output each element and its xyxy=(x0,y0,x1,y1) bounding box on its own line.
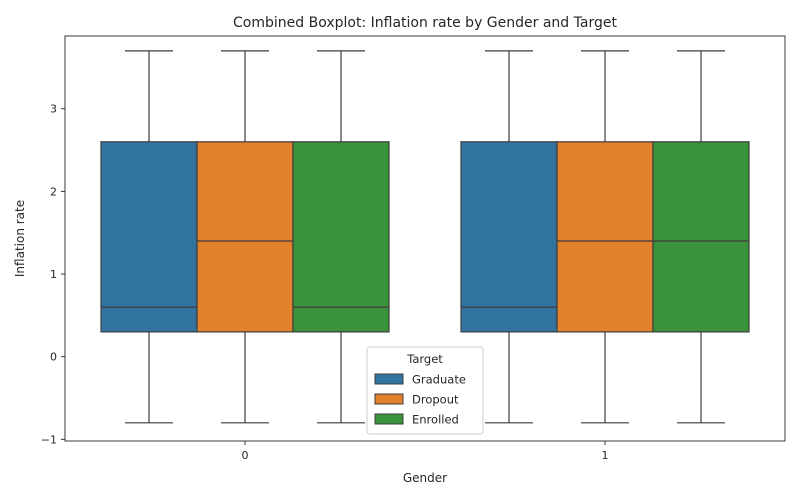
box-body xyxy=(652,141,750,333)
y-tick-label: −1 xyxy=(41,433,57,446)
legend: Target Graduate Dropout Enrolled xyxy=(366,346,484,435)
box-body xyxy=(556,141,654,333)
plot-frame xyxy=(64,35,786,442)
y-tick-label: 0 xyxy=(50,351,57,364)
y-axis: −1 0 1 2 3 xyxy=(41,103,65,446)
box-dropout-0 xyxy=(196,50,294,424)
legend-title: Target xyxy=(406,352,443,366)
box-body xyxy=(460,141,558,333)
x-axis-label: Gender xyxy=(403,471,447,485)
x-tick-label: 1 xyxy=(602,449,609,462)
legend-swatch-graduate xyxy=(374,373,404,385)
box-body xyxy=(292,141,390,333)
legend-frame xyxy=(366,346,484,435)
legend-swatch-dropout xyxy=(374,393,404,405)
box-graduate-1 xyxy=(460,50,558,424)
plot-area xyxy=(100,50,750,424)
chart-title: Combined Boxplot: Inflation rate by Gend… xyxy=(233,15,617,31)
legend-label-enrolled: Enrolled xyxy=(412,413,459,427)
y-tick-label: 2 xyxy=(50,185,57,198)
box-enrolled-1 xyxy=(652,50,750,424)
box-enrolled-0 xyxy=(292,50,390,424)
y-axis-label: Inflation rate xyxy=(13,200,27,277)
box-body xyxy=(196,141,294,333)
y-tick-label: 3 xyxy=(50,103,57,116)
legend-swatch-enrolled xyxy=(374,413,404,425)
box-graduate-0 xyxy=(100,50,198,424)
box-dropout-1 xyxy=(556,50,654,424)
legend-label-graduate: Graduate xyxy=(412,373,466,387)
box-body xyxy=(100,141,198,333)
x-tick-label: 0 xyxy=(242,449,249,462)
y-tick-label: 1 xyxy=(50,268,57,281)
legend-label-dropout: Dropout xyxy=(412,393,459,407)
